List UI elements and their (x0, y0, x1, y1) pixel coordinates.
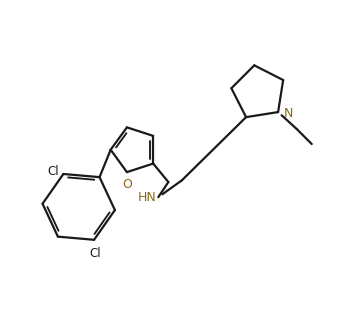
Text: Cl: Cl (89, 247, 101, 260)
Text: Cl: Cl (47, 165, 59, 178)
Text: HN: HN (138, 191, 157, 204)
Text: O: O (123, 178, 133, 191)
Text: N: N (284, 107, 293, 120)
